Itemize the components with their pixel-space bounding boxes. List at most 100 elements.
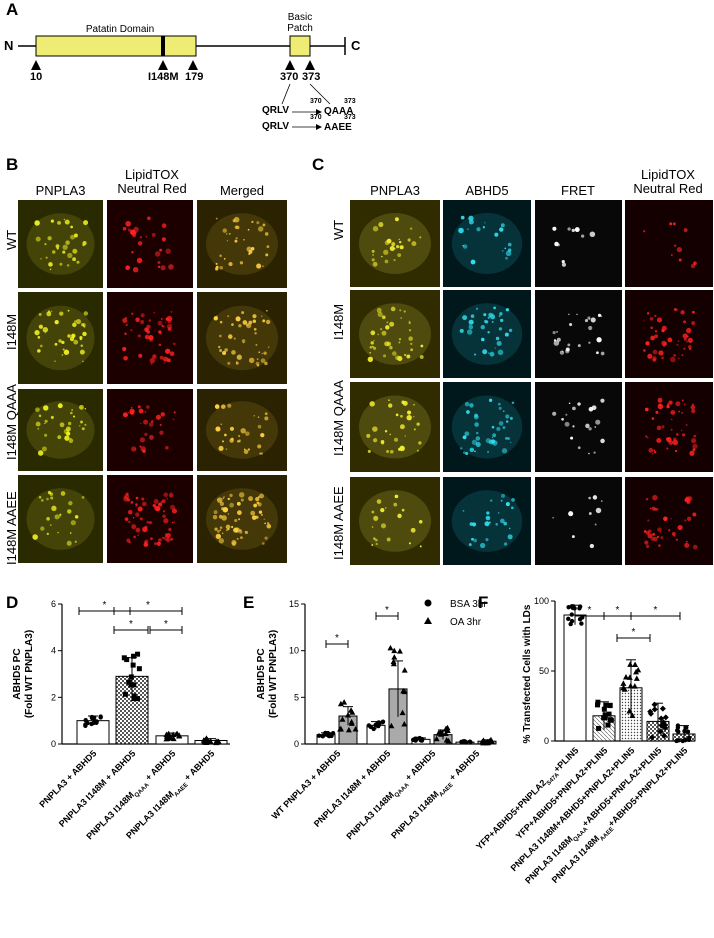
- micrograph-b-r1-c1: [18, 200, 103, 288]
- d-sig-3-star: *: [129, 619, 133, 630]
- d-sig-1: *: [78, 600, 131, 615]
- micrograph-c-r3-c1: [350, 382, 440, 472]
- micrograph-c-r4-c4: [625, 477, 713, 565]
- site-179-label: 179: [185, 71, 204, 83]
- e-sig-1: *: [325, 633, 349, 648]
- f-sig-2: *: [603, 605, 632, 620]
- micrograph-c-r4-c1: [350, 477, 440, 565]
- b-row-i148m-qaaa: I148M QAAA: [4, 384, 19, 460]
- f-sig-3: *: [630, 605, 681, 620]
- e-ytick-0: 0: [294, 739, 299, 749]
- micrograph-b-r4-c3: [197, 475, 287, 563]
- aaee-mutation-to: AAEE: [324, 122, 352, 133]
- panel-c-label: C: [312, 155, 325, 174]
- site-i148m-label: I148M: [148, 71, 179, 83]
- c-row-i148m-qaaa: I148M QAAA: [331, 380, 346, 456]
- micrograph-c-r2-c4: [625, 290, 713, 378]
- e-legend-bsa: BSA 3hr: [450, 599, 487, 610]
- micrograph-c-r1-c3: [535, 200, 622, 287]
- d-ylabel: ABHD5 PC(Fold WT PNPLA3): [12, 630, 35, 718]
- micrograph-c-r1-c4: [625, 200, 713, 287]
- site-370-label: 370: [280, 71, 299, 83]
- d-sig-3: *: [113, 619, 149, 634]
- micrograph-b-r1-c2: [107, 200, 193, 288]
- micrograph-b-r4-c1: [18, 475, 103, 563]
- micrograph-c-r3-c4: [625, 382, 713, 472]
- site-373-label: 373: [302, 71, 321, 83]
- e-ytick-3: 15: [289, 599, 299, 609]
- micrograph-c-r3-c2: [443, 382, 531, 472]
- f-sig-1-star: *: [588, 605, 592, 616]
- micrograph-b-r2-c1: [18, 292, 103, 384]
- d-ytick-3: 6: [51, 599, 56, 609]
- f-sig-2-star: *: [616, 605, 620, 616]
- micrograph-c-r1-c2: [443, 200, 531, 287]
- f-ytick-0: 0: [544, 736, 549, 746]
- panel-e-label: E: [243, 593, 255, 612]
- f-ytick-2: 100: [534, 596, 549, 606]
- b-row-wt: WT: [4, 229, 19, 250]
- patatin-domain-label: Patatin Domain: [85, 24, 155, 35]
- micrograph-c-r4-c3: [535, 477, 622, 565]
- qaaa-pos-373: 373: [344, 98, 356, 105]
- c-terminus-label: C: [351, 38, 361, 53]
- micrograph-b-r1-c3: [197, 200, 287, 288]
- d-sig-2-star: *: [146, 600, 150, 611]
- f-bar-0: [563, 614, 587, 742]
- c-col-lipidtox: LipidTOX Neutral Red: [633, 167, 703, 196]
- micrograph-b-r3-c1: [18, 389, 103, 471]
- e-sig-2-star: *: [385, 605, 389, 616]
- c-col-abhd5: ABHD5: [465, 183, 509, 198]
- c-row-i148m-aaee: I148M AAEE: [331, 486, 346, 560]
- micrograph-b-r3-c3: [197, 389, 287, 471]
- e-ytick-2: 10: [289, 646, 299, 656]
- f-sig-4: *: [616, 627, 651, 642]
- d-sig-4: *: [149, 619, 183, 634]
- d-sig-4-star: *: [164, 619, 168, 630]
- aaee-pos-373: 373: [344, 114, 356, 121]
- d-ytick-2: 4: [51, 646, 56, 656]
- panel-f-label: F: [478, 593, 489, 612]
- e-cat-2: PNPLA3 I148MQAAA + ABHD5: [344, 748, 439, 843]
- d-cat-1: PNPLA3 I148M + ABHD5: [57, 748, 138, 829]
- e-ytick-1: 5: [294, 692, 299, 702]
- b-row-i148m-aaee: I148M AAEE: [4, 491, 19, 565]
- qaaa-pos-370: 370: [310, 98, 322, 105]
- b-col-merged: Merged: [219, 183, 265, 198]
- basic-patch-label: Basic Patch: [287, 12, 313, 34]
- protein-domain-diagram: [18, 35, 346, 130]
- e-cat-3: PNPLA3 I148MAAEE + ABHD5: [389, 748, 483, 842]
- micrograph-c-r2-c3: [535, 290, 622, 378]
- micrograph-b-r3-c2: [107, 389, 193, 471]
- qaaa-mutation-from: QRLV: [262, 105, 290, 116]
- c-row-i148m: I148M: [331, 303, 346, 340]
- f-sig-3-star: *: [654, 605, 658, 616]
- micrograph-c-r2-c2: [443, 290, 531, 378]
- b-row-i148m: I148M: [4, 313, 19, 350]
- aaee-mutation-from: QRLV: [262, 121, 290, 132]
- micrograph-c-r2-c1: [350, 290, 440, 378]
- n-terminus-label: N: [4, 38, 14, 53]
- d-sig-1-star: *: [103, 600, 107, 611]
- f-ytick-1: 50: [539, 666, 549, 676]
- e-ylabel: ABHD5 PC(Fold WT PNPLA3): [256, 630, 279, 718]
- basic-patch-box: [289, 35, 311, 57]
- d-ytick-1: 2: [51, 692, 56, 702]
- qaaa-mutation-to: QAAA: [324, 106, 354, 117]
- micrograph-c-r1-c1: [350, 200, 440, 287]
- panel-b-label: B: [6, 155, 19, 174]
- micrograph-c-r4-c2: [443, 477, 531, 565]
- site-10-label: 10: [30, 71, 43, 83]
- d-ytick-0: 0: [51, 739, 56, 749]
- b-col-pnpla3: PNPLA3: [35, 183, 86, 198]
- aaee-pos-370: 370: [310, 114, 322, 121]
- micrograph-b-r4-c2: [107, 475, 193, 563]
- c-col-fret: FRET: [561, 183, 595, 198]
- d-sig-2: *: [113, 600, 183, 615]
- e-sig-1-star: *: [335, 633, 339, 644]
- micrograph-b-r2-c3: [197, 292, 287, 384]
- micrograph-c-r3-c3: [535, 382, 622, 472]
- c-col-pnpla3: PNPLA3: [370, 183, 420, 198]
- micrograph-b-r2-c2: [107, 292, 193, 384]
